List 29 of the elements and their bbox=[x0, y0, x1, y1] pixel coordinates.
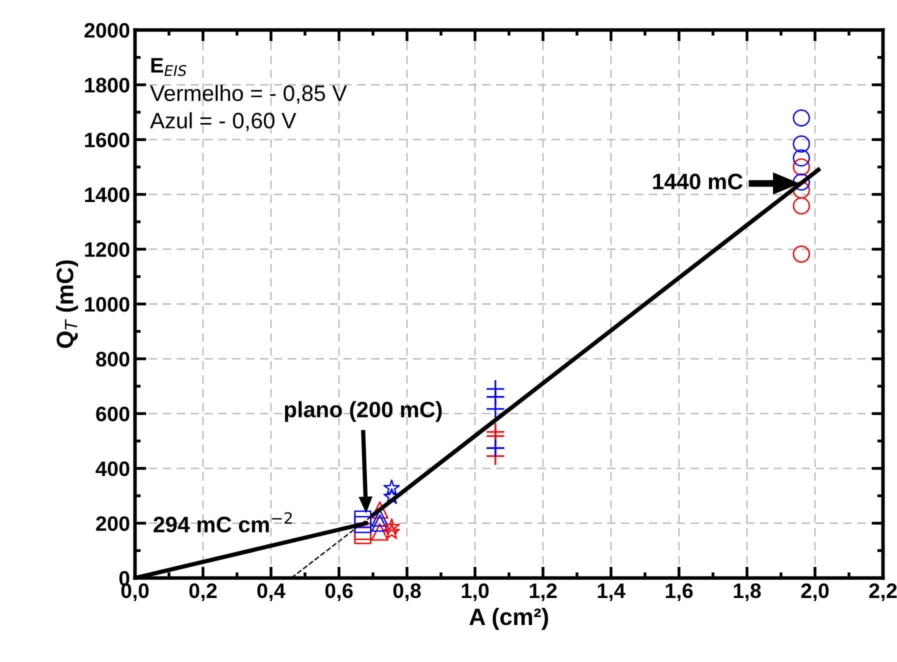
x-tick-label: 1,6 bbox=[666, 583, 693, 602]
annotation: 1440 mC bbox=[653, 174, 743, 190]
x-tick-label: 1,8 bbox=[734, 583, 761, 602]
y-tick-label: 1000 bbox=[85, 297, 130, 312]
y-tick-label: 200 bbox=[96, 516, 130, 531]
y-tick-label: 400 bbox=[96, 461, 130, 476]
annotation: E$_{EIS}$ bbox=[151, 58, 186, 76]
x-tick-label: 0,2 bbox=[189, 583, 217, 602]
x-tick-label: 2,2 bbox=[869, 583, 897, 602]
annotation: Vermelho = - 0,85 V bbox=[150, 84, 347, 104]
y-tick-label: 600 bbox=[96, 406, 130, 422]
y-tick-label: 1600 bbox=[85, 132, 130, 148]
y-tick-label: 1200 bbox=[85, 242, 130, 257]
y-tick-label: 1400 bbox=[85, 187, 130, 202]
x-tick-label: 0,4 bbox=[257, 583, 286, 602]
x-tick-label: 1,0 bbox=[462, 583, 489, 602]
x-tick-label: 1,2 bbox=[530, 583, 557, 602]
x-tick-label: 0,6 bbox=[325, 583, 353, 602]
annotation: 294 mC cm$^{−2}$ bbox=[154, 512, 292, 532]
y-tick-label: 2000 bbox=[84, 23, 130, 38]
x-tick-label: 1,4 bbox=[598, 584, 626, 602]
y-axis-title: Q$_{T}$ (mC) bbox=[56, 260, 78, 348]
y-tick-label: 1800 bbox=[85, 78, 130, 93]
annotation: Azul = - 0,60 V bbox=[150, 112, 296, 132]
x-axis-title: A (cm²) bbox=[469, 608, 548, 630]
x-tick-label: 0,8 bbox=[393, 583, 421, 602]
annotation: plano (200 mC) bbox=[284, 401, 442, 422]
x-tick-label: 2,0 bbox=[801, 583, 829, 602]
y-tick-label: 800 bbox=[96, 352, 130, 367]
